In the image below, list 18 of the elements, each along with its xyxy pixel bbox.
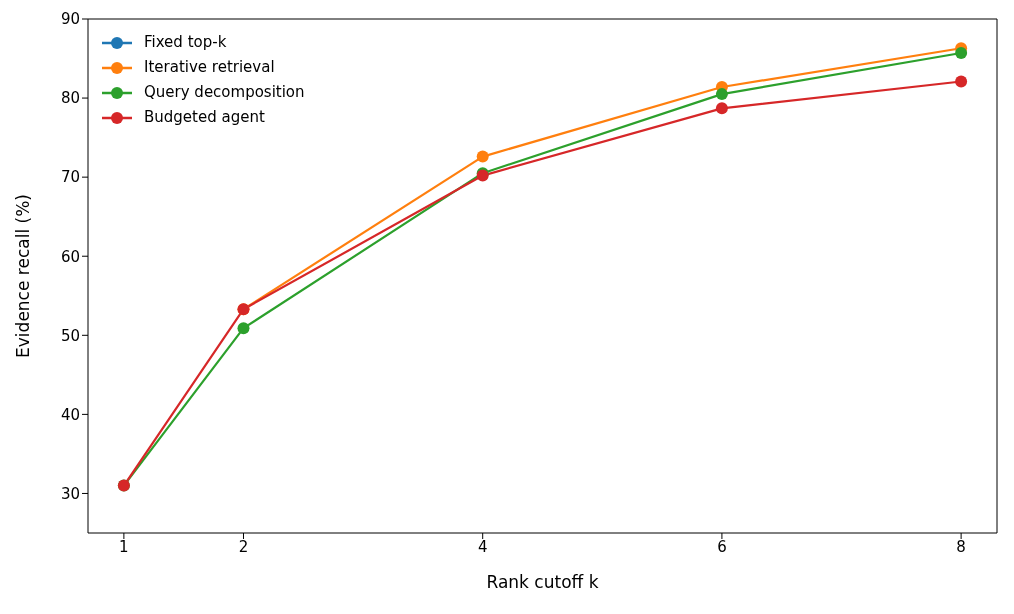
legend-label: Iterative retrieval <box>144 57 275 78</box>
y-tick-label: 90 <box>60 10 80 29</box>
y-tick-label: 30 <box>60 484 80 503</box>
y-tick-label: 70 <box>60 168 80 187</box>
y-tick-label: 80 <box>60 89 80 108</box>
legend-label: Budgeted agent <box>144 107 265 128</box>
x-tick-label: 6 <box>717 537 727 556</box>
y-tick-label: 40 <box>60 405 80 424</box>
x-tick-label: 2 <box>238 537 249 556</box>
y-tick-label: 60 <box>60 247 80 266</box>
x-tick-label: 4 <box>477 537 488 556</box>
x-tick-label: 8 <box>956 537 966 556</box>
x-axis-title: Rank cutoff k <box>486 572 599 592</box>
legend-label: Query decomposition <box>144 82 305 103</box>
y-axis-title: Evidence recall (%) <box>13 194 34 358</box>
x-tick-label: 1 <box>119 537 129 556</box>
legend-label: Fixed top-k <box>144 32 227 53</box>
y-tick-label: 50 <box>60 326 80 345</box>
